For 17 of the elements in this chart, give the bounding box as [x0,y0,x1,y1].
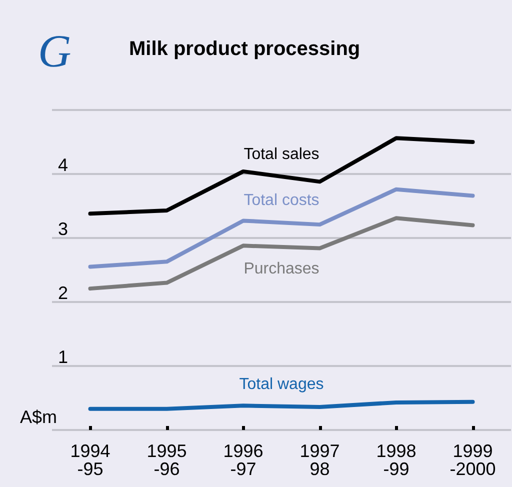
series-label: Purchases [244,260,320,278]
y-tick-label: 2 [58,283,68,303]
y-tick-label: 4 [58,155,68,175]
series-label: Total wages [239,376,324,393]
series-label: Total sales [244,146,320,164]
y-tick-label: 1 [58,347,68,367]
y-tick-label: 3 [58,219,68,239]
x-tick-label: 1996 -97 [223,441,264,479]
x-tick-label: 1997 98 [300,441,340,479]
x-tick-label: 1998 -99 [376,441,416,479]
x-tick-label: 1999 -2000 [450,441,496,479]
series-label: Total costs [244,192,320,210]
chart-title: Milk product processing [129,38,360,60]
x-tick-label: 1994 -95 [70,441,110,479]
x-tick-label: 1995 -96 [146,441,187,479]
y-axis-title: A$m [20,407,58,427]
text: G [38,26,72,76]
